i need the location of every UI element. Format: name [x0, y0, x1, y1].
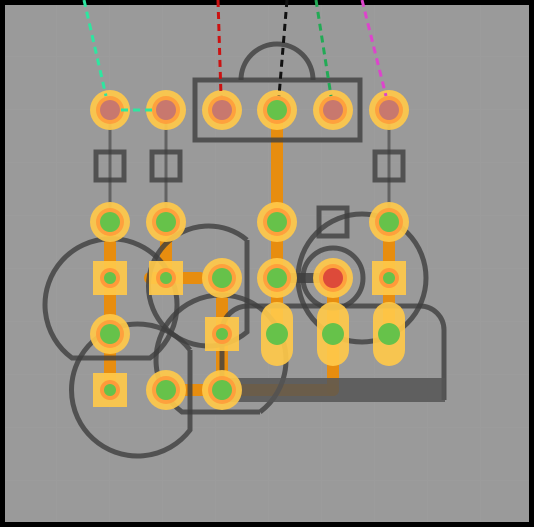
pad-r4-3-core	[216, 328, 228, 340]
ic-notch-arc	[238, 41, 316, 81]
header-pad-1-core	[100, 100, 120, 120]
pad-r3-5-core	[323, 268, 343, 288]
magenta-wire	[360, 0, 388, 97]
pad-r2-4-core	[267, 212, 287, 232]
pad-r3-1-core	[104, 272, 116, 284]
pad-r3-2-core	[160, 272, 172, 284]
pad-r4-1-core	[100, 324, 120, 344]
black-wire	[277, 0, 289, 97]
pad-r3-4-core	[267, 268, 287, 288]
connector-bar	[222, 378, 445, 402]
pad-r4-5-core	[322, 323, 344, 345]
pad-r2-1-core	[100, 212, 120, 232]
pad-r2-2-core	[156, 212, 176, 232]
red-wire	[216, 0, 223, 97]
pad-r4-6-core	[378, 323, 400, 345]
pad-r3-3-core	[212, 268, 232, 288]
teal-wire	[82, 0, 108, 97]
component-pads	[90, 90, 409, 410]
pad-r2-6-core	[379, 212, 399, 232]
ic-outline	[192, 77, 363, 143]
smd-outline-4	[316, 205, 350, 239]
header-pad-6-core	[379, 100, 399, 120]
green-wire	[314, 0, 333, 97]
header-pad-4-core	[267, 100, 287, 120]
probe-wires	[82, 0, 388, 112]
header-pad-2-core	[156, 100, 176, 120]
pad-r5-2-core	[156, 380, 176, 400]
header-pad-5-core	[323, 100, 343, 120]
pad-r4-4-core	[266, 323, 288, 345]
pad-r5-3-core	[212, 380, 232, 400]
pad-r3-6-core	[383, 272, 395, 284]
pad-r5-1-core	[104, 384, 116, 396]
header-pad-3-core	[212, 100, 232, 120]
can-outline-bottom	[69, 321, 193, 459]
